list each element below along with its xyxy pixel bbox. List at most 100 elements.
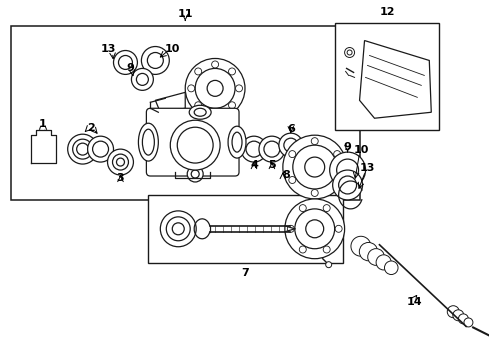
Circle shape xyxy=(351,236,371,256)
Ellipse shape xyxy=(228,126,246,158)
Text: 3: 3 xyxy=(117,173,124,183)
Circle shape xyxy=(37,143,49,155)
Text: 1: 1 xyxy=(39,119,47,129)
Circle shape xyxy=(44,151,52,159)
Polygon shape xyxy=(155,92,185,112)
Ellipse shape xyxy=(143,129,154,155)
Text: 8: 8 xyxy=(282,170,290,180)
Circle shape xyxy=(228,102,236,109)
Circle shape xyxy=(107,149,133,175)
Text: 4: 4 xyxy=(250,160,258,170)
Circle shape xyxy=(311,189,318,197)
Circle shape xyxy=(195,68,235,108)
Circle shape xyxy=(284,138,298,152)
Circle shape xyxy=(326,262,332,268)
Circle shape xyxy=(172,223,184,235)
Circle shape xyxy=(212,61,219,68)
Circle shape xyxy=(323,204,330,212)
Circle shape xyxy=(305,157,325,177)
Circle shape xyxy=(323,246,330,253)
Text: 13: 13 xyxy=(101,44,116,54)
Circle shape xyxy=(171,120,220,170)
Circle shape xyxy=(207,80,223,96)
Text: 11: 11 xyxy=(177,9,193,19)
Circle shape xyxy=(228,68,236,75)
Circle shape xyxy=(458,314,468,324)
Circle shape xyxy=(339,176,357,194)
Circle shape xyxy=(191,170,199,178)
Text: 13: 13 xyxy=(360,163,375,173)
Circle shape xyxy=(376,255,391,270)
Circle shape xyxy=(34,151,42,159)
Text: 7: 7 xyxy=(241,267,249,278)
Circle shape xyxy=(195,68,202,75)
Text: 14: 14 xyxy=(407,297,422,306)
Circle shape xyxy=(385,261,398,275)
Polygon shape xyxy=(360,41,431,118)
Circle shape xyxy=(334,150,341,158)
Text: 12: 12 xyxy=(380,6,395,17)
Circle shape xyxy=(131,68,153,90)
Circle shape xyxy=(246,141,262,157)
Circle shape xyxy=(117,158,124,166)
Circle shape xyxy=(195,102,202,109)
Circle shape xyxy=(289,150,296,158)
Circle shape xyxy=(299,246,306,253)
Circle shape xyxy=(241,136,267,162)
Ellipse shape xyxy=(189,105,211,119)
Circle shape xyxy=(44,138,52,146)
Circle shape xyxy=(368,249,385,265)
Circle shape xyxy=(76,143,89,155)
Circle shape xyxy=(306,220,324,238)
Text: 9: 9 xyxy=(343,142,351,152)
Text: 5: 5 xyxy=(268,160,276,170)
Text: 10: 10 xyxy=(165,44,180,54)
Ellipse shape xyxy=(194,108,206,116)
Circle shape xyxy=(73,139,93,159)
Circle shape xyxy=(177,127,213,163)
Circle shape xyxy=(347,50,352,55)
Circle shape xyxy=(311,138,318,145)
Circle shape xyxy=(293,145,337,189)
Circle shape xyxy=(119,55,132,69)
Circle shape xyxy=(185,58,245,118)
Circle shape xyxy=(289,176,296,184)
Circle shape xyxy=(299,204,306,212)
Ellipse shape xyxy=(138,123,158,161)
Circle shape xyxy=(287,225,294,232)
Circle shape xyxy=(93,141,108,157)
Bar xyxy=(335,23,439,130)
Circle shape xyxy=(166,217,190,241)
Circle shape xyxy=(330,152,366,188)
FancyBboxPatch shape xyxy=(147,108,239,176)
Circle shape xyxy=(453,310,464,321)
Circle shape xyxy=(285,199,344,259)
Ellipse shape xyxy=(232,132,242,152)
Circle shape xyxy=(279,133,303,157)
Circle shape xyxy=(88,136,114,162)
Circle shape xyxy=(34,138,42,146)
Circle shape xyxy=(264,141,280,157)
Circle shape xyxy=(160,211,196,247)
Circle shape xyxy=(236,85,243,92)
Circle shape xyxy=(344,48,355,58)
Text: 10: 10 xyxy=(354,145,369,155)
Circle shape xyxy=(333,170,363,200)
Circle shape xyxy=(114,50,137,75)
Circle shape xyxy=(187,166,203,182)
Bar xyxy=(11,26,360,200)
Circle shape xyxy=(212,109,219,116)
Circle shape xyxy=(334,176,341,184)
Circle shape xyxy=(113,154,128,170)
Circle shape xyxy=(136,73,148,85)
Text: 2: 2 xyxy=(87,123,95,133)
Circle shape xyxy=(68,134,98,164)
Text: 9: 9 xyxy=(126,63,134,73)
Circle shape xyxy=(295,209,335,249)
Bar xyxy=(148,195,343,263)
Text: 6: 6 xyxy=(287,124,295,134)
Circle shape xyxy=(464,318,473,327)
Circle shape xyxy=(335,225,342,232)
Circle shape xyxy=(337,159,359,181)
Circle shape xyxy=(142,46,169,75)
